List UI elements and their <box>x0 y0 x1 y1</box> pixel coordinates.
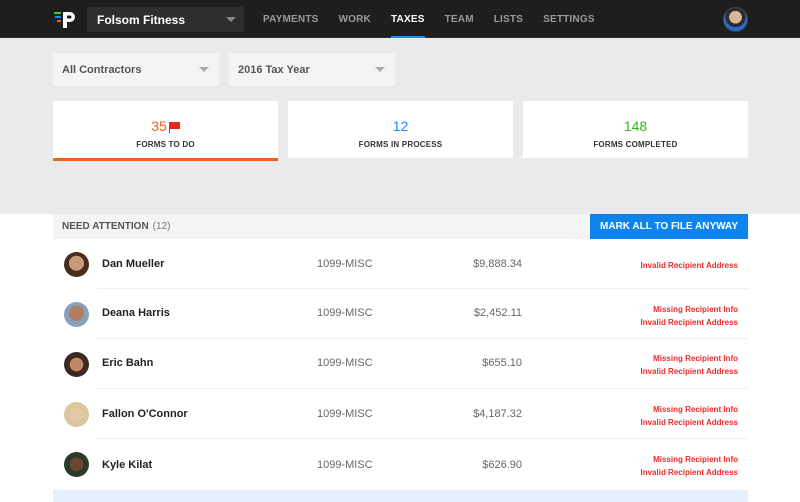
table-row[interactable]: Fallon O'Connor 1099-MISC $4,187.32 Miss… <box>53 389 748 439</box>
stat-label: FORMS TO DO <box>136 140 195 149</box>
row-divider <box>97 288 748 289</box>
avatar <box>64 452 89 477</box>
chevron-down-icon <box>226 17 236 22</box>
form-type: 1099-MISC <box>317 307 373 319</box>
issue-text: Missing Recipient Info <box>653 455 738 464</box>
tax-year-select-value: 2016 Tax Year <box>238 63 310 76</box>
row-divider <box>97 338 748 339</box>
issue-text: Invalid Recipient Address <box>640 261 738 270</box>
stat-label: FORMS COMPLETED <box>593 140 678 149</box>
stat-label: FORMS IN PROCESS <box>358 140 443 149</box>
amount: $626.90 <box>482 459 522 471</box>
stat-value: 12 <box>392 118 409 134</box>
stat-forms-to-do[interactable]: 35 FORMS TO DO <box>53 101 278 161</box>
form-type: 1099-MISC <box>317 258 373 270</box>
avatar <box>64 402 89 427</box>
nav-team[interactable]: TEAM <box>444 13 474 25</box>
amount: $2,452.11 <box>473 307 522 319</box>
issue-text: Invalid Recipient Address <box>640 418 738 427</box>
table-row[interactable]: Dan Mueller 1099-MISC $9,888.34 Invalid … <box>53 239 748 289</box>
nav-lists[interactable]: LISTS <box>493 13 524 25</box>
nav-payments[interactable]: PAYMENTS <box>263 13 319 25</box>
avatar <box>64 302 89 327</box>
amount: $655.10 <box>482 357 522 369</box>
issue-text: Invalid Recipient Address <box>640 318 738 327</box>
avatar <box>64 252 89 277</box>
tax-year-select[interactable]: 2016 Tax Year <box>229 53 395 86</box>
contractor-name: Kyle Kilat <box>102 459 153 471</box>
main-nav: PAYMENTS WORK TAXES TEAM LISTS SETTINGS <box>263 0 615 38</box>
contractor-name: Dan Mueller <box>102 258 165 270</box>
need-attention-header: NEED ATTENTION (12) MARK ALL TO FILE ANYW… <box>53 214 748 239</box>
chevron-down-icon <box>199 67 209 72</box>
form-type: 1099-MISC <box>317 408 373 420</box>
nav-taxes[interactable]: TAXES <box>390 0 425 38</box>
contractors-select-value: All Contractors <box>62 63 142 76</box>
stat-forms-in-process[interactable]: 12 FORMS IN PROCESS <box>288 101 513 158</box>
organization-select[interactable]: Folsom Fitness <box>87 7 244 32</box>
need-attention-title: NEED ATTENTION <box>62 221 149 232</box>
issue-text: Invalid Recipient Address <box>640 367 738 376</box>
mark-all-file-anyway-button[interactable]: MARK ALL TO FILE ANYWAY <box>590 214 748 239</box>
row-divider <box>97 438 748 439</box>
table-row[interactable]: Deana Harris 1099-MISC $2,452.11 Missing… <box>53 289 748 339</box>
organization-name: Folsom Fitness <box>97 12 186 27</box>
filters-area: All Contractors 2016 Tax Year 35 FORMS T… <box>0 38 800 214</box>
contractor-name: Fallon O'Connor <box>102 408 188 420</box>
top-nav-bar: Folsom Fitness PAYMENTS WORK TAXES TEAM … <box>0 0 800 38</box>
contractor-name: Deana Harris <box>102 307 170 319</box>
nav-work[interactable]: WORK <box>338 13 371 25</box>
issue-text: Missing Recipient Info <box>653 354 738 363</box>
row-divider <box>97 388 748 389</box>
contractors-select[interactable]: All Contractors <box>53 53 219 86</box>
nav-settings[interactable]: SETTINGS <box>543 13 595 25</box>
stat-value: 148 <box>623 118 648 134</box>
amount: $9,888.34 <box>473 258 522 270</box>
app-logo-icon[interactable] <box>54 9 78 29</box>
show-more-bar[interactable] <box>53 490 748 502</box>
avatar <box>64 352 89 377</box>
issue-text: Missing Recipient Info <box>653 405 738 414</box>
table-row[interactable]: Eric Bahn 1099-MISC $655.10 Missing Reci… <box>53 339 748 389</box>
chevron-down-icon <box>375 67 385 72</box>
stat-forms-completed[interactable]: 148 FORMS COMPLETED <box>523 101 748 158</box>
stat-value: 35 <box>151 118 167 134</box>
amount: $4,187.32 <box>473 408 522 420</box>
table-row[interactable]: Kyle Kilat 1099-MISC $626.90 Missing Rec… <box>53 439 748 489</box>
flag-icon <box>168 122 180 133</box>
form-type: 1099-MISC <box>317 357 373 369</box>
contractor-name: Eric Bahn <box>102 357 154 369</box>
need-attention-count: (12) <box>152 221 171 232</box>
issue-text: Invalid Recipient Address <box>640 468 738 477</box>
user-avatar[interactable] <box>723 7 748 32</box>
form-type: 1099-MISC <box>317 459 373 471</box>
section-title: NEED ATTENTION (12) <box>62 221 170 232</box>
issue-text: Missing Recipient Info <box>653 305 738 314</box>
